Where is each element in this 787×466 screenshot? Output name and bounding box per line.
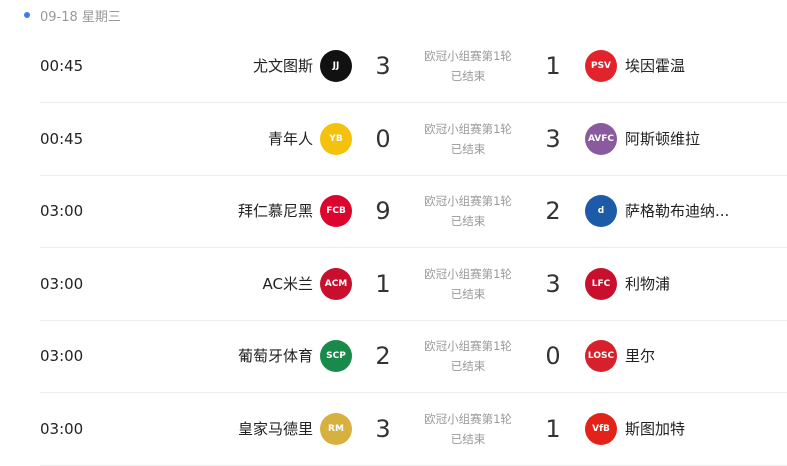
competition-label: 欧冠小组赛第1轮 <box>424 411 512 426</box>
away-score: 2 <box>545 197 561 225</box>
home-team-name[interactable]: 青年人 <box>267 129 313 148</box>
competition-label: 欧冠小组赛第1轮 <box>424 194 512 208</box>
away-team-name[interactable]: 阿斯顿维拉 <box>625 129 701 148</box>
match-info: 欧冠小组赛第1轮 已结束 <box>408 409 528 449</box>
match-row[interactable]: 00:45 尤文图斯 JJ 3 欧冠小组赛第1轮 已结束 1 PSV 埃因霍温 <box>40 30 787 103</box>
match-status: 已结束 <box>450 214 486 228</box>
home-score: 0 <box>375 124 391 153</box>
match-row[interactable]: 03:00 皇家马德里 RM 3 欧冠小组赛第1轮 已结束 1 VfB 斯图加特 <box>40 393 787 466</box>
away-team-logo-icon: VfB <box>585 412 617 445</box>
away-team-logo-icon: LOSC <box>585 340 617 372</box>
home-team-name[interactable]: 皇家马德里 <box>237 419 313 438</box>
match-info: 欧冠小组赛第1轮 已结束 <box>408 191 528 231</box>
away-team-logo-icon: d <box>585 195 617 227</box>
away-team-name[interactable]: 埃因霍温 <box>625 57 686 75</box>
away-team-name[interactable]: 利物浦 <box>625 274 671 293</box>
competition-label: 欧冠小组赛第1轮 <box>424 339 512 353</box>
away-team-name[interactable]: 斯图加特 <box>625 419 686 438</box>
match-time: 03:00 <box>40 347 84 365</box>
home-score: 9 <box>375 197 391 225</box>
home-team-logo-icon: ACM <box>320 267 352 300</box>
home-score: 3 <box>375 414 391 443</box>
match-row[interactable]: 03:00 葡萄牙体育 SCP 2 欧冠小组赛第1轮 已结束 0 LOSC 里尔 <box>40 320 787 393</box>
match-time: 03:00 <box>40 419 84 438</box>
home-team-name[interactable]: 葡萄牙体育 <box>237 347 313 365</box>
home-team-logo-icon: SCP <box>320 340 352 372</box>
away-team-name[interactable]: 里尔 <box>625 347 656 365</box>
match-row[interactable]: 00:45 青年人 YB 0 欧冠小组赛第1轮 已结束 3 AVFC 阿斯顿维拉 <box>40 103 787 176</box>
match-status: 已结束 <box>450 431 486 446</box>
away-score: 1 <box>545 414 561 443</box>
away-score: 1 <box>545 52 561 80</box>
competition-label: 欧冠小组赛第1轮 <box>424 49 512 63</box>
home-team-name[interactable]: 尤文图斯 <box>252 57 313 75</box>
away-team-logo-icon: AVFC <box>585 122 617 155</box>
date-header: 09-18 星期三 <box>24 6 121 25</box>
match-time: 00:45 <box>40 57 84 75</box>
match-time: 00:45 <box>40 129 84 148</box>
match-status: 已结束 <box>450 286 486 301</box>
home-team-name[interactable]: AC米兰 <box>262 274 313 293</box>
home-score: 1 <box>375 269 391 298</box>
home-team-name[interactable]: 拜仁慕尼黑 <box>237 202 313 220</box>
home-team-logo-icon: YB <box>320 122 352 155</box>
match-row[interactable]: 03:00 拜仁慕尼黑 FCB 9 欧冠小组赛第1轮 已结束 2 d 萨格勒布迪… <box>40 175 787 248</box>
home-team-logo-icon: RM <box>320 412 352 445</box>
match-time: 03:00 <box>40 202 84 220</box>
away-score: 3 <box>545 124 561 153</box>
match-time: 03:00 <box>40 274 84 293</box>
competition-label: 欧冠小组赛第1轮 <box>424 266 512 281</box>
date-label: 09-18 星期三 <box>40 9 121 25</box>
match-status: 已结束 <box>450 359 486 373</box>
match-row[interactable]: 03:00 AC米兰 ACM 1 欧冠小组赛第1轮 已结束 3 LFC 利物浦 <box>40 248 787 321</box>
match-info: 欧冠小组赛第1轮 已结束 <box>408 264 528 304</box>
away-team-logo-icon: LFC <box>585 267 617 300</box>
away-team-name[interactable]: 萨格勒布迪纳... <box>625 202 730 220</box>
match-info: 欧冠小组赛第1轮 已结束 <box>408 119 528 159</box>
home-team-logo-icon: JJ <box>320 50 352 82</box>
home-score: 3 <box>375 52 391 80</box>
match-info: 欧冠小组赛第1轮 已结束 <box>408 46 528 86</box>
match-status: 已结束 <box>450 141 486 156</box>
competition-label: 欧冠小组赛第1轮 <box>424 121 512 136</box>
date-dot-icon <box>24 12 30 18</box>
match-info: 欧冠小组赛第1轮 已结束 <box>408 336 528 376</box>
away-score: 3 <box>545 269 561 298</box>
away-score: 0 <box>545 342 561 370</box>
match-status: 已结束 <box>450 69 486 83</box>
home-score: 2 <box>375 342 391 370</box>
home-team-logo-icon: FCB <box>320 195 352 227</box>
away-team-logo-icon: PSV <box>585 50 617 82</box>
